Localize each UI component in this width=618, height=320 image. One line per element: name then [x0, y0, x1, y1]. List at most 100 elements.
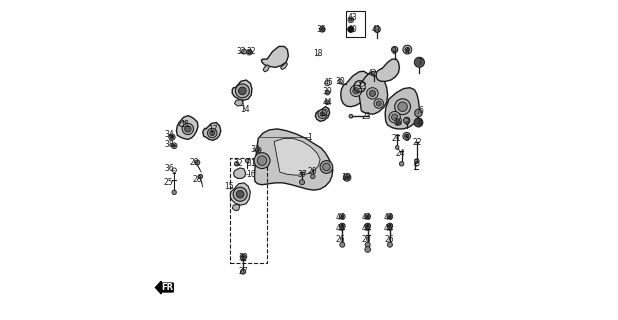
Circle shape — [366, 88, 378, 99]
Circle shape — [318, 109, 327, 118]
Text: 42: 42 — [368, 69, 377, 78]
Text: 21: 21 — [391, 134, 401, 143]
Circle shape — [341, 215, 344, 218]
Circle shape — [240, 254, 246, 260]
Polygon shape — [176, 116, 198, 140]
Circle shape — [365, 247, 371, 252]
Circle shape — [171, 143, 177, 148]
Text: 25: 25 — [164, 178, 174, 187]
Text: 4: 4 — [404, 47, 409, 56]
Circle shape — [247, 49, 252, 55]
Polygon shape — [255, 129, 332, 190]
Text: 32: 32 — [236, 47, 245, 56]
Circle shape — [320, 27, 325, 32]
Polygon shape — [234, 100, 243, 106]
Circle shape — [396, 145, 399, 149]
Text: 14: 14 — [240, 105, 250, 114]
Polygon shape — [281, 62, 287, 69]
Text: 20: 20 — [362, 236, 371, 244]
Circle shape — [405, 47, 410, 52]
Circle shape — [233, 187, 247, 201]
Text: 10: 10 — [394, 118, 404, 127]
Text: 15: 15 — [224, 182, 234, 191]
Circle shape — [254, 153, 270, 169]
Circle shape — [323, 163, 330, 171]
Polygon shape — [358, 72, 387, 114]
Text: 40: 40 — [348, 25, 358, 34]
Polygon shape — [263, 65, 269, 72]
Circle shape — [399, 162, 404, 166]
Circle shape — [198, 174, 203, 179]
Text: 8: 8 — [417, 118, 421, 127]
Circle shape — [325, 100, 329, 105]
Circle shape — [404, 117, 410, 124]
Circle shape — [371, 71, 376, 76]
Text: 2: 2 — [414, 159, 418, 168]
Circle shape — [348, 26, 354, 32]
Circle shape — [339, 214, 345, 219]
Circle shape — [171, 136, 174, 139]
Text: 44: 44 — [336, 213, 345, 222]
Circle shape — [395, 99, 410, 115]
Text: 35: 35 — [316, 25, 326, 34]
Circle shape — [395, 120, 400, 125]
Circle shape — [350, 85, 362, 97]
Polygon shape — [341, 71, 371, 107]
Text: 13: 13 — [357, 82, 367, 91]
Text: 26: 26 — [336, 236, 345, 244]
Text: 27: 27 — [238, 267, 248, 276]
Circle shape — [366, 215, 369, 218]
Circle shape — [370, 90, 376, 97]
Text: 41: 41 — [371, 25, 381, 34]
Text: 38: 38 — [164, 140, 174, 149]
Circle shape — [387, 214, 393, 219]
Circle shape — [210, 131, 215, 136]
Circle shape — [341, 225, 344, 227]
Circle shape — [255, 147, 261, 153]
Circle shape — [348, 17, 353, 23]
Text: 34: 34 — [164, 130, 174, 139]
Circle shape — [376, 101, 381, 106]
Text: 45: 45 — [362, 224, 371, 233]
Circle shape — [349, 114, 353, 118]
Circle shape — [320, 112, 324, 116]
Text: 45: 45 — [323, 78, 333, 87]
Circle shape — [245, 159, 249, 163]
Circle shape — [396, 121, 399, 124]
Circle shape — [415, 109, 422, 117]
Text: 39: 39 — [323, 87, 332, 96]
Text: 33: 33 — [251, 145, 261, 154]
Circle shape — [325, 91, 329, 95]
Text: 5: 5 — [404, 134, 409, 143]
Circle shape — [387, 223, 393, 229]
Polygon shape — [203, 123, 221, 140]
Text: 18: 18 — [313, 49, 323, 58]
Circle shape — [374, 26, 380, 32]
Text: FR.: FR. — [162, 283, 177, 292]
Circle shape — [414, 57, 425, 68]
Polygon shape — [274, 139, 320, 175]
Circle shape — [415, 159, 419, 163]
Text: 22: 22 — [413, 138, 422, 147]
Polygon shape — [315, 107, 329, 121]
Circle shape — [387, 242, 392, 247]
Text: 39: 39 — [238, 253, 248, 262]
Circle shape — [242, 49, 247, 54]
Circle shape — [374, 99, 384, 108]
Text: 19: 19 — [342, 173, 351, 182]
Circle shape — [172, 190, 176, 195]
Text: 7: 7 — [417, 58, 422, 67]
Circle shape — [208, 128, 217, 138]
Polygon shape — [261, 46, 289, 68]
Circle shape — [403, 45, 412, 54]
Text: 12: 12 — [320, 108, 329, 117]
Text: 20: 20 — [308, 167, 318, 176]
Text: 29: 29 — [189, 158, 199, 167]
Circle shape — [234, 162, 239, 166]
Text: 36: 36 — [164, 164, 174, 173]
Circle shape — [405, 134, 408, 138]
Text: 37: 37 — [297, 170, 307, 179]
Text: 31: 31 — [247, 159, 256, 168]
Text: 32: 32 — [234, 159, 243, 168]
Text: 23: 23 — [362, 112, 371, 121]
